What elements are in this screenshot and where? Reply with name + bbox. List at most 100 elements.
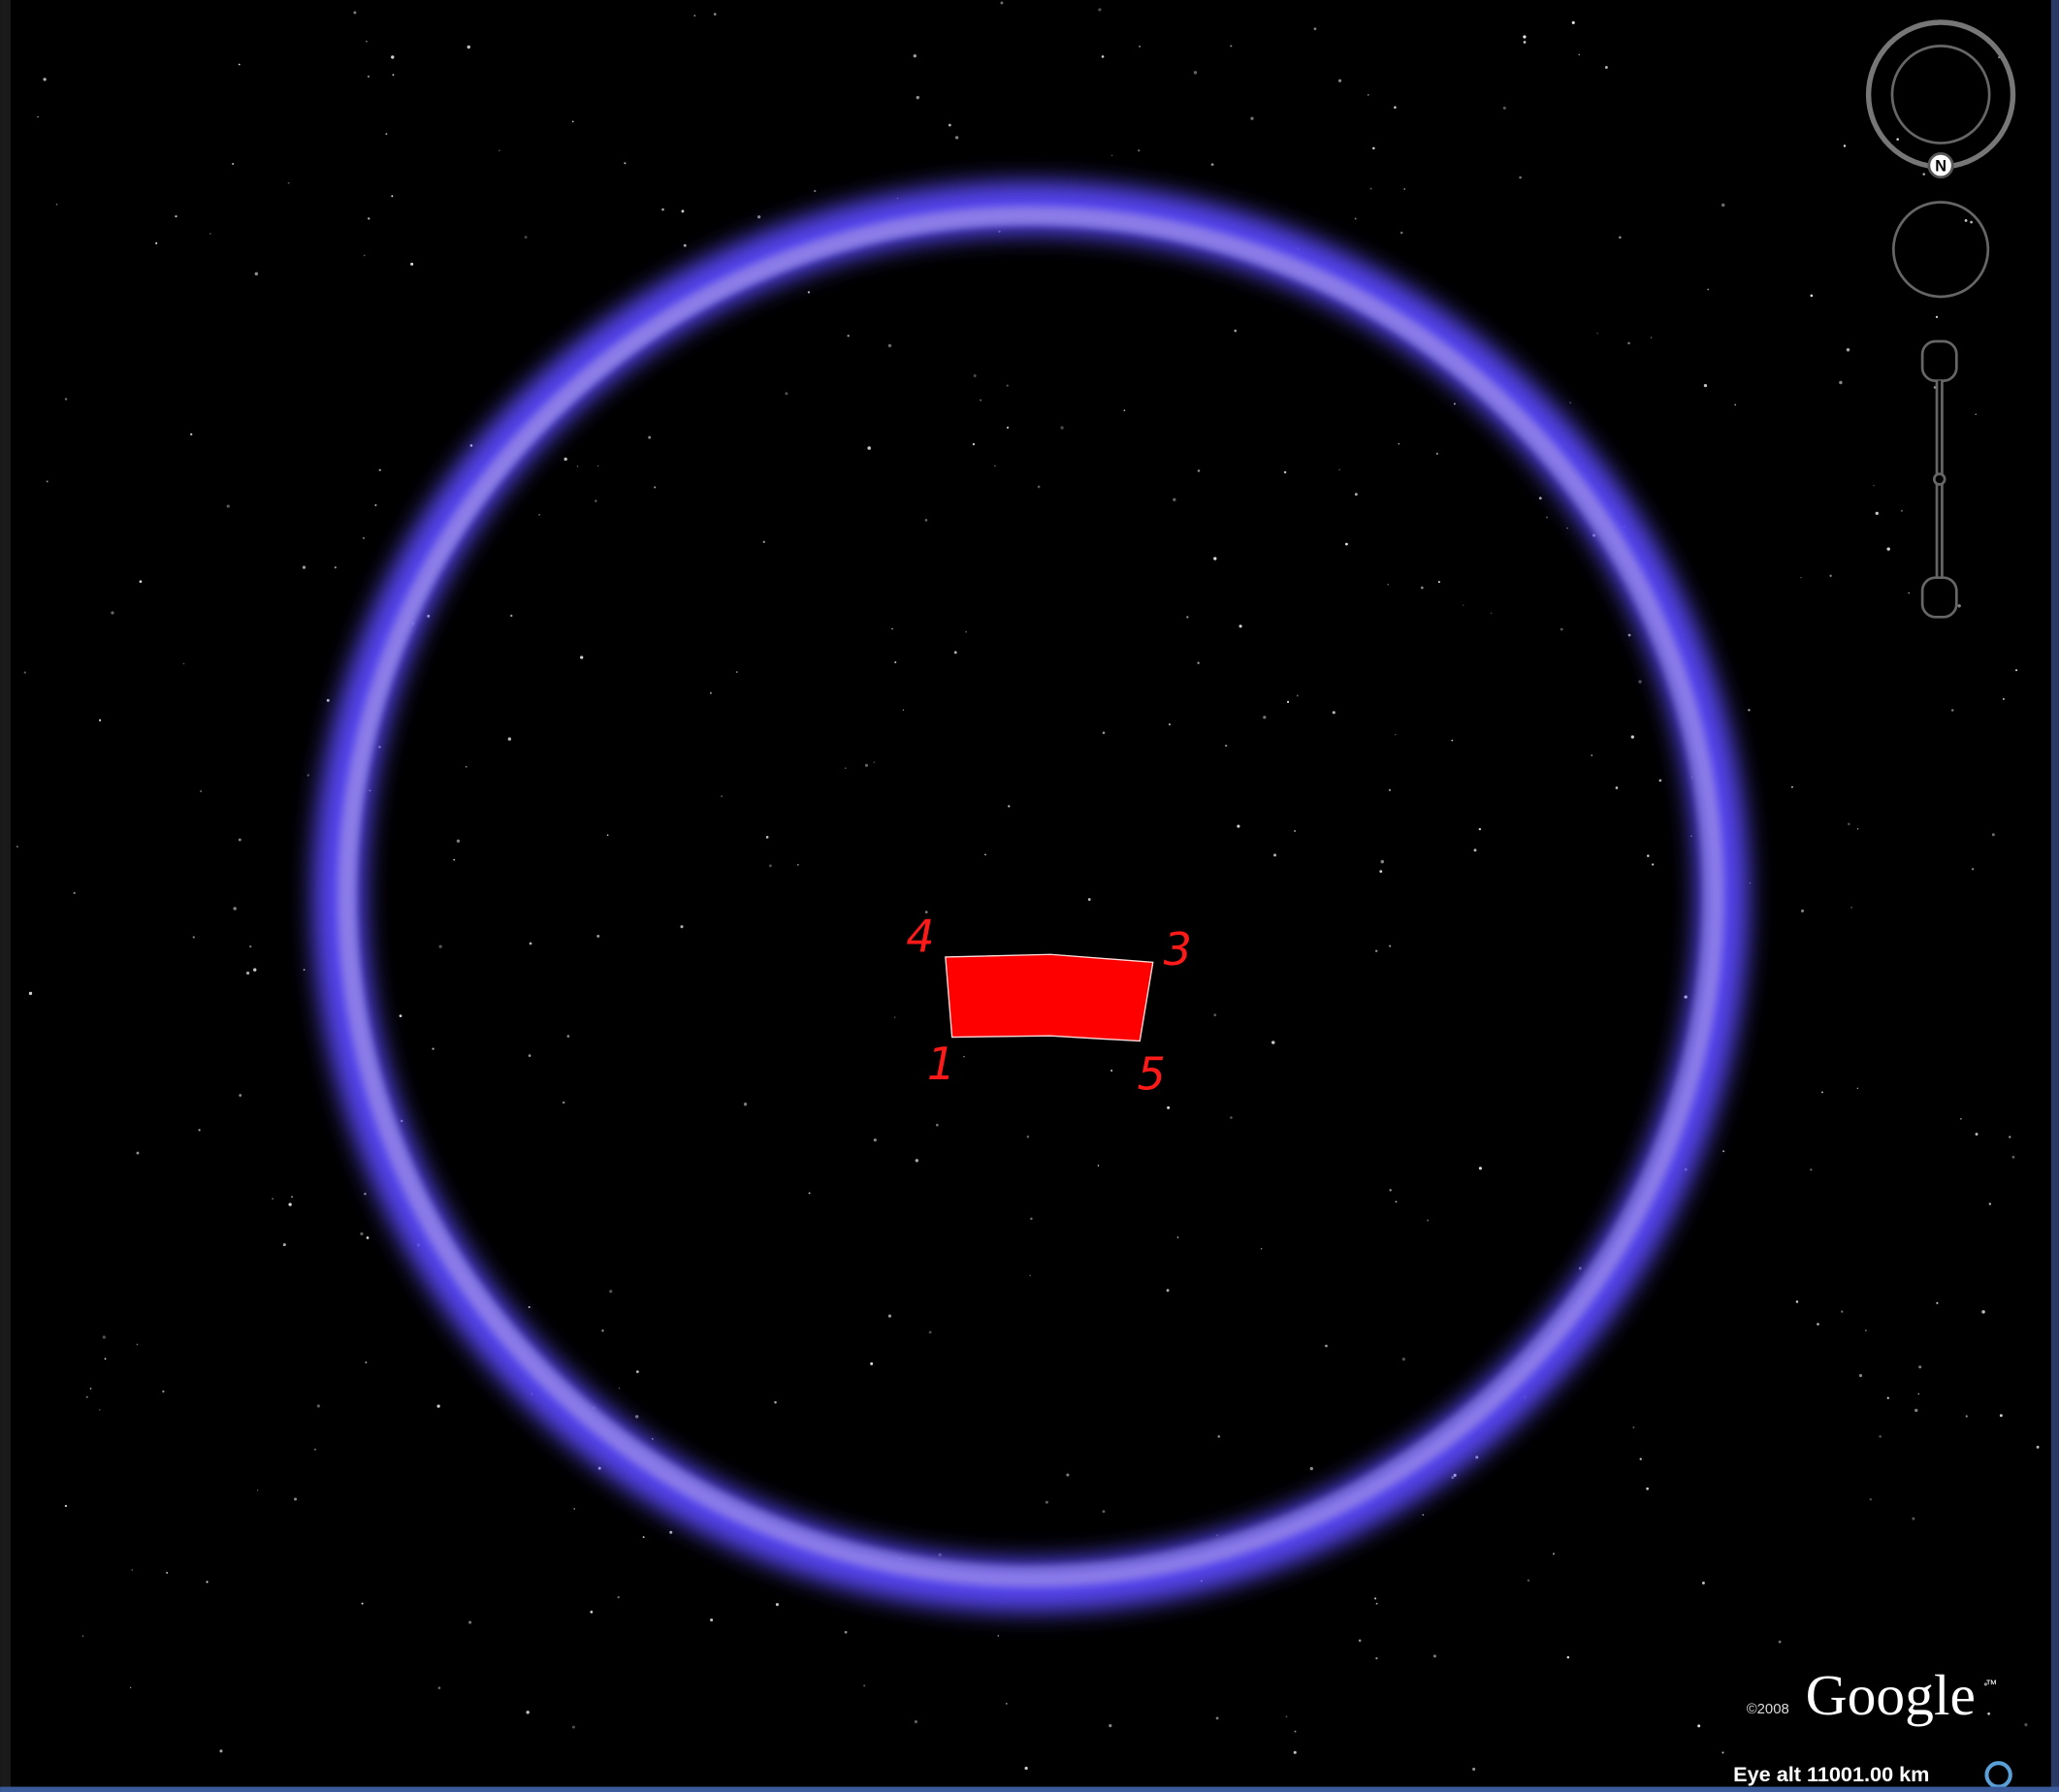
star <box>1473 848 1477 852</box>
star <box>468 1620 472 1624</box>
star <box>1296 694 1299 697</box>
star <box>1271 1040 1275 1044</box>
star <box>953 651 957 655</box>
star <box>226 504 230 508</box>
star <box>410 262 414 266</box>
star <box>1749 881 1752 884</box>
star <box>1935 315 1939 318</box>
star <box>916 95 919 100</box>
star <box>1912 1517 1915 1520</box>
star <box>1379 870 1383 874</box>
star <box>1847 822 1850 826</box>
star <box>432 1047 434 1050</box>
star <box>1037 485 1041 489</box>
star <box>316 1404 320 1408</box>
star <box>914 1720 917 1724</box>
zoom-thumb[interactable] <box>1932 472 1946 486</box>
star <box>326 698 330 702</box>
star <box>902 709 905 711</box>
eye-altitude: Eye alt 11001.00 km <box>1733 1762 1929 1786</box>
star <box>1250 116 1254 120</box>
star <box>1960 1118 1962 1120</box>
star <box>1800 909 1805 912</box>
star <box>2036 1445 2040 1449</box>
star <box>1420 586 1424 590</box>
north-button[interactable] <box>1927 152 1954 179</box>
star <box>1230 1116 1233 1119</box>
star <box>844 1630 848 1634</box>
look-joystick[interactable] <box>1890 45 1991 144</box>
zoom-out[interactable] <box>1920 576 1958 619</box>
star <box>1337 79 1342 82</box>
bottom-edge <box>0 1786 2059 1792</box>
star <box>1650 336 1653 338</box>
star <box>363 537 365 539</box>
star <box>182 662 185 665</box>
star <box>378 468 381 472</box>
star <box>1748 709 1751 712</box>
star <box>1829 574 1832 577</box>
star <box>994 464 996 467</box>
star <box>1478 1167 1482 1170</box>
star <box>1225 744 1228 748</box>
star <box>1462 604 1464 606</box>
star <box>1399 231 1403 235</box>
star <box>1795 1300 1799 1303</box>
star <box>1286 700 1290 704</box>
star <box>1721 1751 1724 1754</box>
star <box>538 514 540 516</box>
star <box>562 1101 565 1104</box>
star <box>437 1686 441 1689</box>
star <box>1260 1248 1263 1250</box>
star <box>1560 627 1563 631</box>
star <box>1102 731 1106 735</box>
star <box>566 1035 570 1038</box>
star <box>385 133 388 136</box>
star <box>1970 220 1973 224</box>
star <box>1451 1476 1455 1480</box>
star <box>1273 853 1276 857</box>
star <box>1639 1457 1642 1460</box>
left-edge <box>0 0 11 1792</box>
star <box>1839 380 1843 385</box>
star <box>573 1508 576 1510</box>
star <box>1578 53 1581 56</box>
star <box>1886 547 1890 551</box>
star <box>1098 8 1102 12</box>
star <box>1398 442 1400 445</box>
star <box>1523 35 1527 39</box>
star <box>111 611 114 615</box>
star <box>1367 93 1369 96</box>
star <box>648 435 652 439</box>
star <box>1690 835 1692 837</box>
star <box>624 162 627 165</box>
star <box>1873 484 1875 487</box>
star <box>1646 1487 1649 1490</box>
star <box>1345 542 1348 546</box>
star <box>768 864 772 868</box>
star <box>466 45 471 49</box>
move-joystick[interactable] <box>1891 201 1990 299</box>
star <box>1389 1189 1392 1192</box>
star <box>314 1448 316 1451</box>
star <box>104 1358 107 1360</box>
star <box>1850 906 1853 909</box>
star <box>1896 138 1899 141</box>
star <box>1217 1435 1221 1438</box>
star <box>1110 154 1113 157</box>
star <box>1026 1135 1030 1138</box>
star <box>1778 1640 1782 1644</box>
star <box>399 1014 402 1018</box>
star <box>1569 401 1571 404</box>
star <box>1552 1552 1556 1555</box>
star <box>37 115 39 118</box>
star <box>1432 1654 1436 1658</box>
star <box>1403 188 1405 190</box>
star <box>366 1236 370 1239</box>
star <box>254 969 257 972</box>
star <box>1810 1168 1813 1171</box>
star <box>291 1196 293 1198</box>
star <box>808 1192 811 1195</box>
star <box>86 1395 88 1398</box>
google-logo: Google <box>1806 1663 1976 1727</box>
